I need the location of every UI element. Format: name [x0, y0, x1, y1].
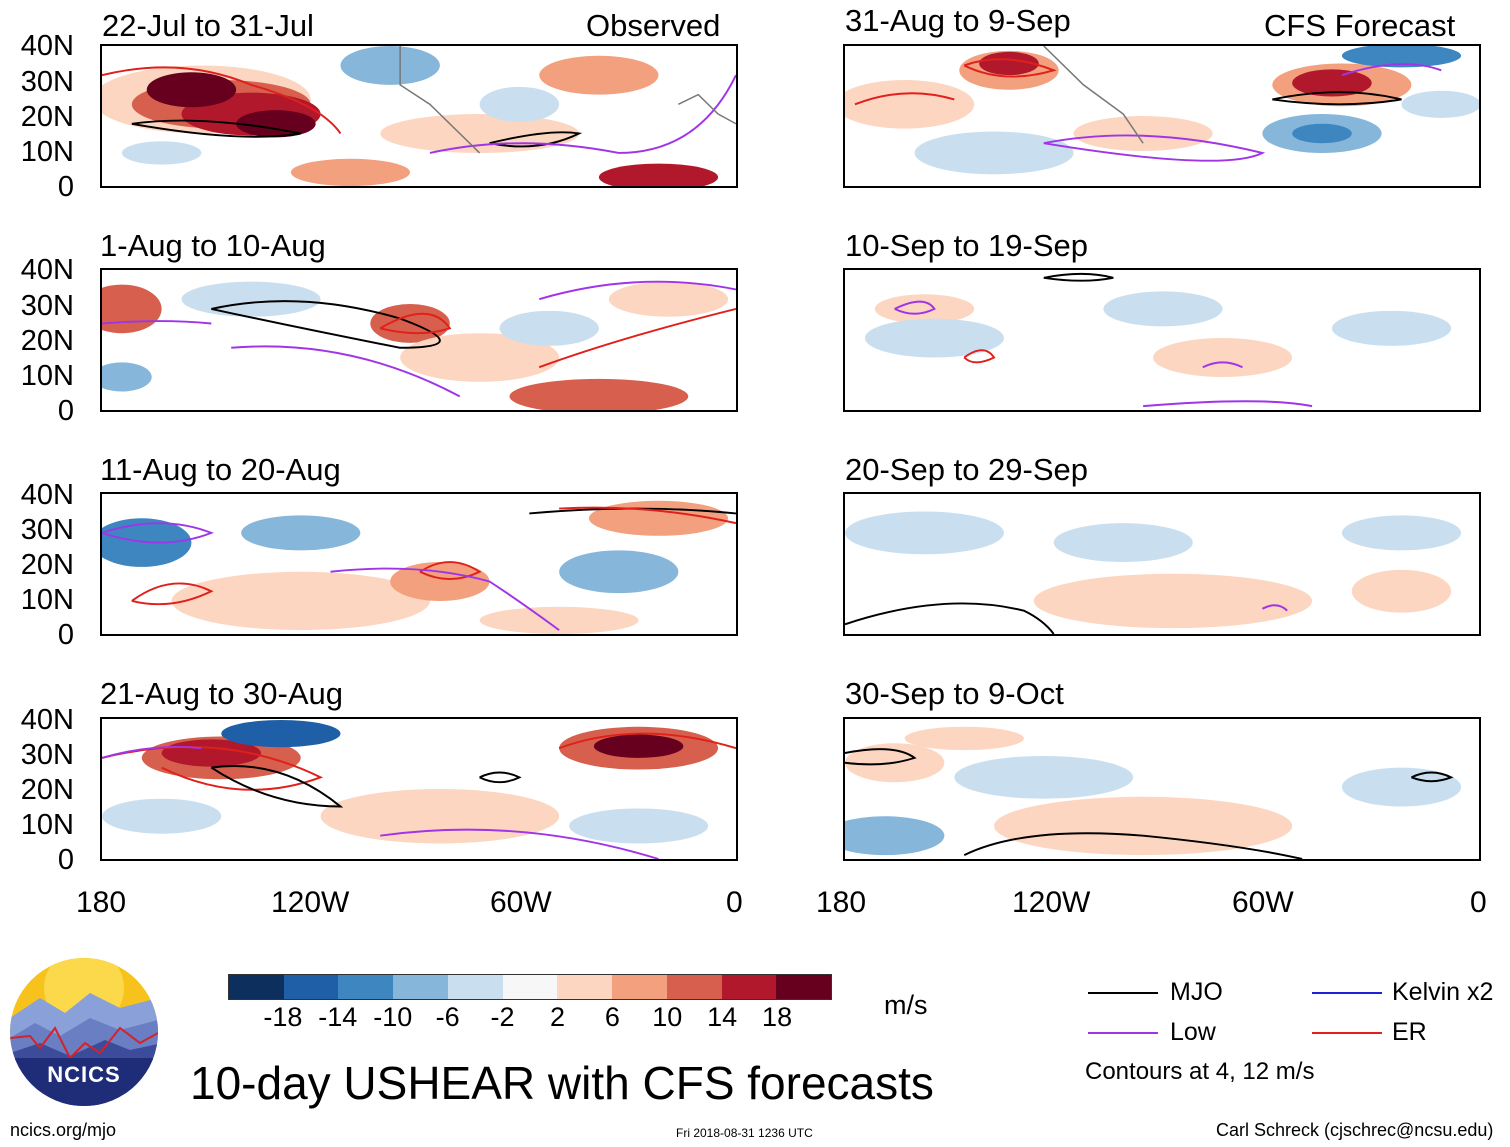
colorbar-tick-label: 6	[604, 1002, 620, 1032]
lat-label: 30N	[20, 514, 74, 546]
lat-label: 40N	[20, 479, 74, 511]
lon-label: 0	[726, 886, 743, 919]
lon-label: 0	[1470, 886, 1487, 919]
legend-kelvin-label: Kelvin x2	[1392, 978, 1494, 1006]
colorbar-tick-label: -14	[318, 1002, 358, 1032]
panel-8-title: 30-Sep to 9-Oct	[845, 676, 1064, 711]
colorbar-swatch	[502, 975, 558, 999]
colorbar-tick-label: 2	[549, 1002, 565, 1032]
map-panel-1	[100, 44, 738, 188]
lat-label: 0	[57, 395, 74, 427]
legend-er-label: ER	[1392, 1018, 1427, 1046]
legend-er-line	[1312, 1032, 1382, 1034]
colorbar-tick-label: -6	[435, 1002, 460, 1032]
lat-label: 10N	[20, 809, 74, 841]
lon-label: 180	[816, 886, 867, 919]
units-label: m/s	[884, 990, 928, 1020]
colorbar-swatch	[393, 975, 448, 999]
lat-label: 40N	[20, 704, 74, 736]
colorbar-swatch	[338, 975, 394, 999]
lat-label: 30N	[20, 66, 74, 98]
colorbar-swatch	[229, 975, 284, 999]
lon-label: 60W	[490, 886, 552, 919]
panel-3-title: 1-Aug to 10-Aug	[100, 228, 326, 263]
lon-label: 60W	[1232, 886, 1294, 919]
panel-5-title: 11-Aug to 20-Aug	[100, 452, 341, 487]
lat-label: 30N	[20, 290, 74, 322]
panel-7-title: 21-Aug to 30-Aug	[100, 676, 344, 711]
colorbar-swatch	[612, 975, 667, 999]
colorbar-tick-label: 10	[652, 1002, 683, 1032]
map-panel-7	[100, 717, 738, 861]
ncics-logo: NCICS	[10, 958, 158, 1106]
contours-note: Contours at 4, 12 m/s	[1085, 1058, 1315, 1085]
map-panel-2	[843, 44, 1481, 188]
panel-1-title: 22-Jul to 31-Jul	[102, 8, 314, 43]
panel-2-title: 31-Aug to 9-Sep	[845, 3, 1071, 38]
colorbar	[228, 974, 832, 1000]
legend-low-line	[1088, 1032, 1158, 1034]
lat-label: 20N	[20, 325, 74, 357]
map-panel-3	[100, 268, 738, 412]
legend-kelvin-line	[1312, 992, 1382, 994]
legend-mjo-line	[1088, 992, 1158, 994]
chart-title: 10-day USHEAR with CFS forecasts	[190, 1057, 934, 1109]
footer-center: Fri 2018-08-31 1236 UTC	[676, 1126, 813, 1140]
map-panel-5	[100, 492, 738, 636]
colorbar-swatch	[666, 975, 722, 999]
lat-label: 20N	[20, 774, 74, 806]
colorbar-swatch	[447, 975, 503, 999]
panel-4-title: 10-Sep to 19-Sep	[845, 228, 1089, 263]
colorbar-tick-label: -10	[373, 1002, 413, 1032]
lon-label: 180	[76, 886, 127, 919]
colorbar-swatch	[557, 975, 613, 999]
footer-right: Carl Schreck (cjschrec@ncsu.edu)	[1216, 1120, 1494, 1140]
colorbar-tick-label: 18	[762, 1002, 793, 1032]
lat-label: 0	[57, 171, 74, 203]
lon-label: 120W	[271, 886, 350, 919]
lat-label: 10N	[20, 360, 74, 392]
map-panel-6	[843, 492, 1481, 636]
lat-label: 20N	[20, 101, 74, 133]
legend-mjo-label: MJO	[1170, 978, 1223, 1006]
lat-label: 40N	[20, 254, 74, 286]
lat-label: 30N	[20, 739, 74, 771]
colorbar-tick-label: -2	[490, 1002, 515, 1032]
lat-label: 0	[57, 619, 74, 651]
lat-label: 40N	[20, 30, 74, 62]
panel-6-title: 20-Sep to 29-Sep	[845, 452, 1089, 487]
map-panel-8	[843, 717, 1481, 861]
lat-label: 10N	[20, 584, 74, 616]
lon-label: 120W	[1012, 886, 1091, 919]
colorbar-tick-label: -18	[263, 1002, 303, 1032]
panel-1-label: Observed	[586, 8, 721, 43]
legend-low-label: Low	[1170, 1018, 1216, 1046]
colorbar-tick-label: 14	[707, 1002, 738, 1032]
map-panel-4	[843, 268, 1481, 412]
footer-left: ncics.org/mjo	[10, 1120, 117, 1140]
lat-label: 20N	[20, 549, 74, 581]
logo-text: NCICS	[47, 1062, 121, 1087]
panel-2-label: CFS Forecast	[1264, 8, 1456, 43]
colorbar-swatch	[776, 975, 832, 999]
colorbar-swatch	[721, 975, 777, 999]
lat-label: 0	[57, 844, 74, 876]
lat-label: 10N	[20, 136, 74, 168]
colorbar-swatch	[283, 975, 339, 999]
